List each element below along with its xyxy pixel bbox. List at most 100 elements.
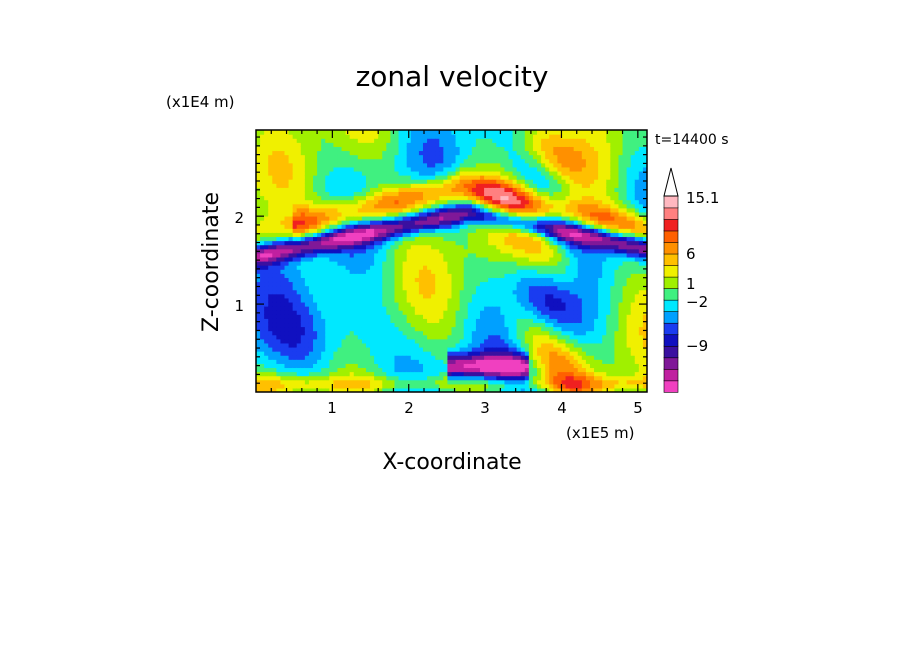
heatmap-cell <box>508 203 514 209</box>
heatmap-cell <box>443 199 449 205</box>
heatmap-cell <box>321 346 326 352</box>
heatmap-cell <box>557 334 563 340</box>
heatmap-cell <box>349 199 355 205</box>
heatmap-cell <box>569 326 575 332</box>
heatmap-cell <box>406 187 412 193</box>
heatmap-cell <box>260 179 265 184</box>
heatmap-cell <box>561 310 567 315</box>
heatmap-cell <box>280 187 286 193</box>
heatmap-cell <box>520 170 526 176</box>
heatmap-cell <box>496 199 501 205</box>
heatmap-cell <box>378 338 383 344</box>
heatmap-cell <box>532 318 538 324</box>
heatmap-cell <box>349 277 355 283</box>
heatmap-cell <box>553 154 558 160</box>
heatmap-cell <box>296 215 302 221</box>
heatmap-cell <box>549 297 554 303</box>
heatmap-cell <box>512 183 518 188</box>
heatmap-cell <box>504 236 510 242</box>
heatmap-cell <box>394 248 400 254</box>
heatmap-cell <box>492 220 497 225</box>
heatmap-cell <box>516 301 522 307</box>
heatmap-cell <box>565 191 571 197</box>
heatmap-cell <box>357 367 363 373</box>
heatmap-cell <box>435 277 440 283</box>
heatmap-cell <box>492 179 497 184</box>
heatmap-cell <box>394 318 400 324</box>
heatmap-cell <box>313 379 318 385</box>
heatmap-cell <box>451 281 457 287</box>
heatmap-cell <box>427 379 432 385</box>
heatmap-cell <box>329 256 334 262</box>
heatmap-cell <box>443 375 449 381</box>
heatmap-cell <box>431 318 436 324</box>
heatmap-cell <box>398 383 404 389</box>
heatmap-cell <box>508 322 514 328</box>
heatmap-cell <box>422 142 428 147</box>
heatmap-cell <box>569 277 575 283</box>
heatmap-cell <box>410 346 416 352</box>
heatmap-cell <box>317 334 322 340</box>
heatmap-cell <box>296 269 302 274</box>
heatmap-cell <box>345 170 351 176</box>
heatmap-cell <box>256 261 261 266</box>
heatmap-cell <box>292 273 298 278</box>
heatmap-cell <box>308 346 314 352</box>
heatmap-cell <box>459 363 465 369</box>
heatmap-cell <box>569 297 575 303</box>
heatmap-cell <box>512 342 518 348</box>
heatmap-cell <box>484 252 489 258</box>
heatmap-cell <box>528 256 534 262</box>
heatmap-cell <box>431 224 436 229</box>
heatmap-cell <box>300 383 306 389</box>
heatmap-cell <box>471 244 477 250</box>
heatmap-cell <box>308 142 314 147</box>
heatmap-cell <box>288 269 294 274</box>
heatmap-cell <box>361 281 367 287</box>
heatmap-cell <box>500 142 506 147</box>
heatmap-cell <box>439 297 444 303</box>
heatmap-cell <box>569 179 575 184</box>
heatmap-cell <box>480 248 485 254</box>
heatmap-cell <box>528 138 534 143</box>
heatmap-cell <box>410 211 416 217</box>
heatmap-cell <box>504 273 510 278</box>
heatmap-cell <box>504 359 510 364</box>
heatmap-cell <box>370 170 375 176</box>
heatmap-cell <box>557 330 563 336</box>
heatmap-cell <box>333 297 339 303</box>
heatmap-cell <box>418 170 424 176</box>
heatmap-cell <box>496 293 501 299</box>
heatmap-cell <box>313 281 318 287</box>
heatmap-cell <box>317 326 322 332</box>
heatmap-cell <box>304 187 310 193</box>
heatmap-cell <box>349 134 355 139</box>
heatmap-cell <box>475 215 481 221</box>
heatmap-cell <box>496 166 501 172</box>
heatmap-cell <box>329 265 334 270</box>
heatmap-cell <box>512 338 518 344</box>
heatmap-cell <box>532 322 538 328</box>
heatmap-cell <box>337 367 343 373</box>
heatmap-cell <box>439 322 444 328</box>
heatmap-cell <box>378 183 383 188</box>
heatmap-cell <box>353 179 359 184</box>
heatmap-cell <box>337 265 343 270</box>
heatmap-cell <box>268 215 273 221</box>
heatmap-cell <box>418 387 424 392</box>
heatmap-cell <box>357 134 363 139</box>
heatmap-cell <box>451 285 457 291</box>
heatmap-cell <box>524 383 530 389</box>
heatmap-cell <box>492 228 497 233</box>
heatmap-cell <box>260 318 265 324</box>
heatmap-cell <box>488 252 493 258</box>
heatmap-cell <box>288 134 294 139</box>
heatmap-cell <box>333 175 339 180</box>
heatmap-cell <box>418 138 424 143</box>
heatmap-cell <box>431 301 436 307</box>
heatmap-cell <box>390 301 396 307</box>
heatmap-cell <box>333 130 339 135</box>
heatmap-cell <box>451 215 457 221</box>
heatmap-cell <box>508 367 514 373</box>
heatmap-cell <box>512 269 518 274</box>
